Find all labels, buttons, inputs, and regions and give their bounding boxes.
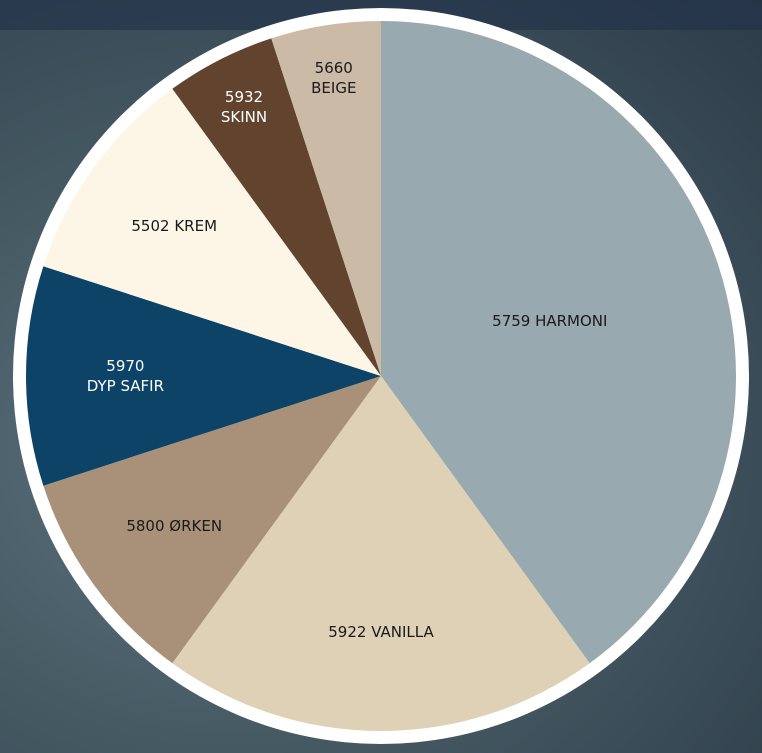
slice-label: 5800 ØRKEN xyxy=(126,517,223,536)
pie-slice xyxy=(172,376,590,731)
slice-label: 5932 SKINN xyxy=(220,88,268,127)
pie-slice xyxy=(172,38,381,376)
pie-slice xyxy=(25,266,381,486)
slice-label: 5922 VANILLA xyxy=(328,622,434,641)
slice-label: 5970 DYP SAFIR xyxy=(86,357,165,395)
pie-slice xyxy=(381,21,736,664)
slice-label: 5660 BEIGE xyxy=(311,58,357,97)
pie-slice xyxy=(43,376,381,664)
pie-slice xyxy=(271,21,381,376)
pie-slice xyxy=(43,88,381,377)
slice-label: 5502 KREM xyxy=(131,216,218,235)
slice-label: 5759 HARMONI xyxy=(492,312,608,331)
